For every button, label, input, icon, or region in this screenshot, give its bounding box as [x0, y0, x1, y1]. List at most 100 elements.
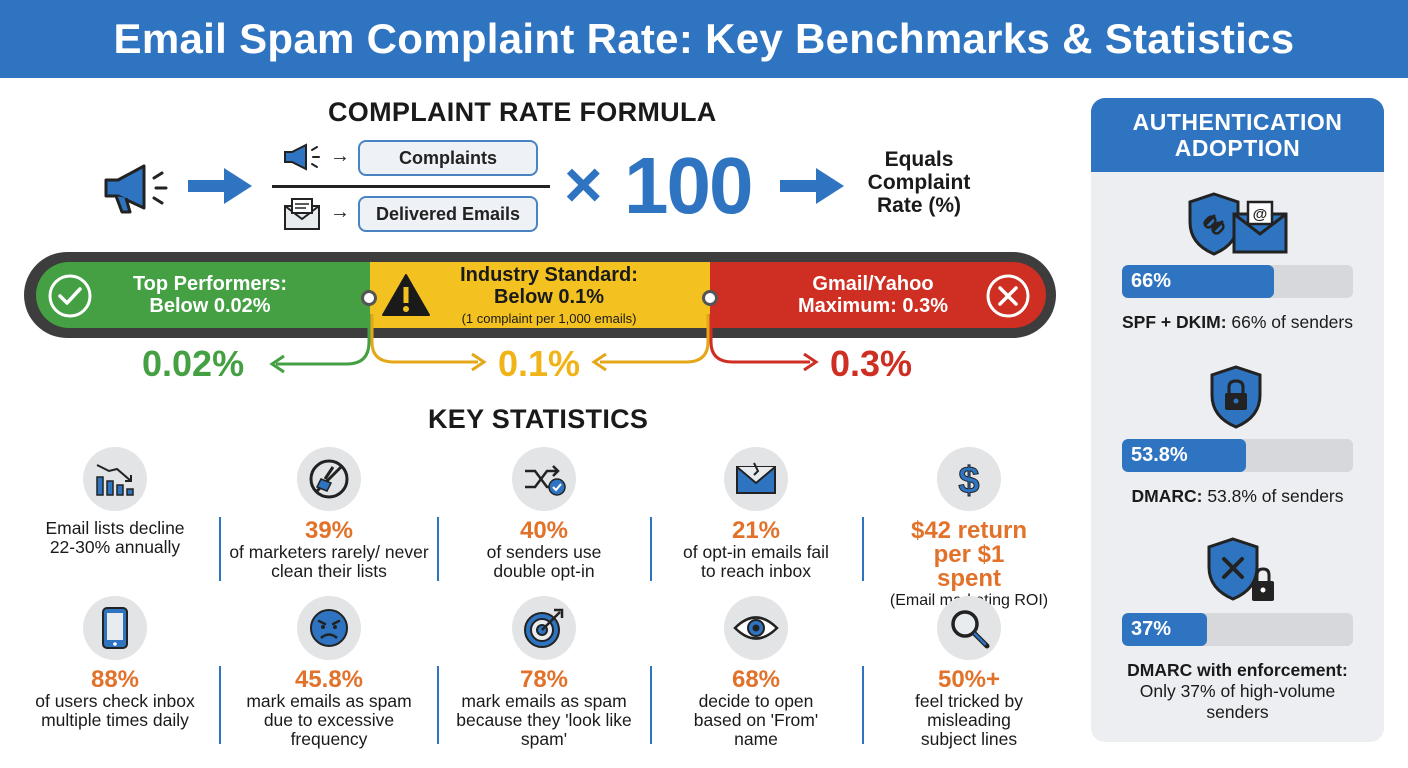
divider — [437, 666, 439, 744]
auth-bar-label: 37% — [1131, 618, 1172, 640]
shuffle-check-icon — [512, 447, 576, 511]
stat-value: 40% — [519, 517, 569, 544]
segment-label-2: Below 0.1% — [493, 286, 605, 308]
check-circle-icon — [48, 274, 92, 318]
shield-lock-icon — [1210, 365, 1262, 429]
stat-text: mark emails as spam due to excessive fre… — [246, 691, 412, 749]
caption-text: Only 37% of high-volume senders — [1139, 681, 1336, 722]
stat-value: 88% — [90, 666, 140, 693]
gauge-marker-1 — [361, 290, 377, 306]
segment-label-1: Top Performers: — [132, 273, 288, 295]
auth-bar-fill — [1122, 265, 1275, 298]
segment-label-2: Below 0.02% — [149, 295, 271, 317]
stat-text: of users check inbox multiple times dail… — [35, 691, 195, 730]
formula-result: Equals Complaint Rate (%) — [867, 148, 971, 217]
stat-frequency: 45.8% mark emails as spam due to excessi… — [229, 596, 429, 749]
formula-heading: COMPLAINT RATE FORMULA — [328, 97, 717, 127]
segment-gmail-yahoo: Gmail/Yahoo Maximum: 0.3% — [710, 262, 1046, 328]
stat-text: decide to open based on 'From' name — [693, 691, 819, 749]
broken-envelope-icon — [724, 447, 788, 511]
auth-caption-dmarc-enforcement: DMARC with enforcement: Only 37% of high-… — [1091, 660, 1384, 723]
declining-chart-icon — [83, 447, 147, 511]
stat-list-cleaning: 39% of marketers rarely/ never clean the… — [229, 447, 429, 581]
gauge-marker-2 — [702, 290, 718, 306]
divider — [437, 517, 439, 581]
benchmark-value-top: 0.02% — [142, 343, 245, 384]
auth-caption-spf-dkim: SPF + DKIM: 66% of senders — [1091, 312, 1384, 333]
segment-note: (1 complaint per 1,000 emails) — [461, 311, 637, 326]
stat-text: Email lists decline 22-30% annually — [45, 518, 185, 557]
segment-label-1: Gmail/Yahoo — [812, 273, 934, 295]
auth-caption-dmarc: DMARC: 53.8% of senders — [1091, 486, 1384, 507]
numerator-arrow: → — [330, 145, 350, 167]
angry-face-icon — [297, 596, 361, 660]
stat-value: 39% — [304, 517, 354, 544]
caption-bold: SPF + DKIM: — [1122, 312, 1227, 332]
formula-arrow-2 — [780, 168, 844, 204]
stat-text: of senders use double opt-in — [486, 542, 602, 581]
auth-bar-label: 53.8% — [1131, 444, 1188, 466]
stat-list-decline: Email lists decline 22-30% annually — [15, 447, 215, 557]
auth-bar-spf-dkim: 66% — [1122, 265, 1353, 298]
eye-icon — [724, 596, 788, 660]
target-icon — [512, 596, 576, 660]
gauge-connectors — [269, 314, 819, 374]
caption-text: 66% of senders — [1226, 312, 1353, 332]
stat-optin-inbox: 21% of opt-in emails fail to reach inbox — [656, 447, 856, 581]
divider — [219, 666, 221, 744]
stat-value: 78% — [519, 666, 569, 693]
stat-text: of marketers rarely/ never clean their l… — [229, 542, 429, 581]
dollar-icon: $ — [937, 447, 1001, 511]
panel-heading: AUTHENTICATION ADOPTION — [1091, 98, 1384, 172]
numerator-box: Complaints — [358, 140, 538, 176]
times-symbol: × — [564, 147, 603, 221]
auth-bar-dmarc: 53.8% — [1122, 439, 1353, 472]
benchmark-value-standard: 0.1% — [498, 343, 581, 384]
authentication-panel: AUTHENTICATION ADOPTION @ 66% SPF + DKIM… — [1091, 98, 1384, 742]
segment-label-1: Industry Standard: — [460, 264, 638, 286]
smartphone-icon — [83, 596, 147, 660]
stat-text: mark emails as spam because they 'look l… — [456, 691, 632, 749]
caption-bold: DMARC: — [1131, 486, 1203, 506]
denominator-arrow: → — [330, 201, 350, 223]
stat-value: $42 return per $1 spent — [910, 517, 1028, 592]
benchmark-value-max: 0.3% — [830, 343, 913, 384]
divider — [862, 517, 864, 581]
stat-text: feel tricked by misleading subject lines — [915, 691, 1023, 749]
stat-misleading: 50%+ feel tricked by misleading subject … — [869, 596, 1069, 749]
caption-text: 53.8% of senders — [1202, 486, 1344, 506]
auth-bar-label: 66% — [1131, 270, 1172, 292]
multiplier-value: 100 — [624, 141, 753, 230]
stat-roi: $ $42 return per $1 spent (Email marketi… — [869, 447, 1069, 610]
denominator-box: Delivered Emails — [358, 196, 538, 232]
fraction-line — [272, 185, 550, 188]
divider — [219, 517, 221, 581]
stat-value: 21% — [731, 517, 781, 544]
shield-envelope-icon: @ — [1188, 192, 1288, 256]
stat-check-inbox: 88% of users check inbox multiple times … — [15, 596, 215, 730]
page-title: Email Spam Complaint Rate: Key Benchmark… — [113, 15, 1295, 62]
auth-bar-fill — [1122, 439, 1247, 472]
svg-text:@: @ — [1253, 206, 1268, 223]
stat-value: 68% — [731, 666, 781, 693]
caption-bold: DMARC with enforcement: — [1127, 660, 1348, 680]
svg-text:$: $ — [958, 460, 979, 501]
warning-icon — [382, 274, 430, 316]
segment-industry-standard: Industry Standard: Below 0.1% (1 complai… — [370, 262, 710, 328]
formula-arrow-1 — [188, 168, 252, 204]
shield-x-lock-icon — [1207, 537, 1274, 601]
envelope-icon — [284, 198, 320, 230]
close-circle-icon — [986, 274, 1030, 318]
stat-text: of opt-in emails fail to reach inbox — [683, 542, 829, 581]
divider — [650, 517, 652, 581]
segment-top-performers: Top Performers: Below 0.02% — [36, 262, 370, 328]
magnifier-icon — [937, 596, 1001, 660]
small-megaphone-icon — [284, 143, 320, 171]
stat-from-name: 68% decide to open based on 'From' name — [656, 596, 856, 749]
auth-bar-fill — [1122, 613, 1208, 646]
auth-bar-dmarc-enforcement: 37% — [1122, 613, 1353, 646]
divider — [650, 666, 652, 744]
stat-value: 45.8% — [294, 666, 364, 693]
segment-label-2: Maximum: 0.3% — [797, 295, 949, 317]
stat-look-like-spam: 78% mark emails as spam because they 'lo… — [444, 596, 644, 749]
